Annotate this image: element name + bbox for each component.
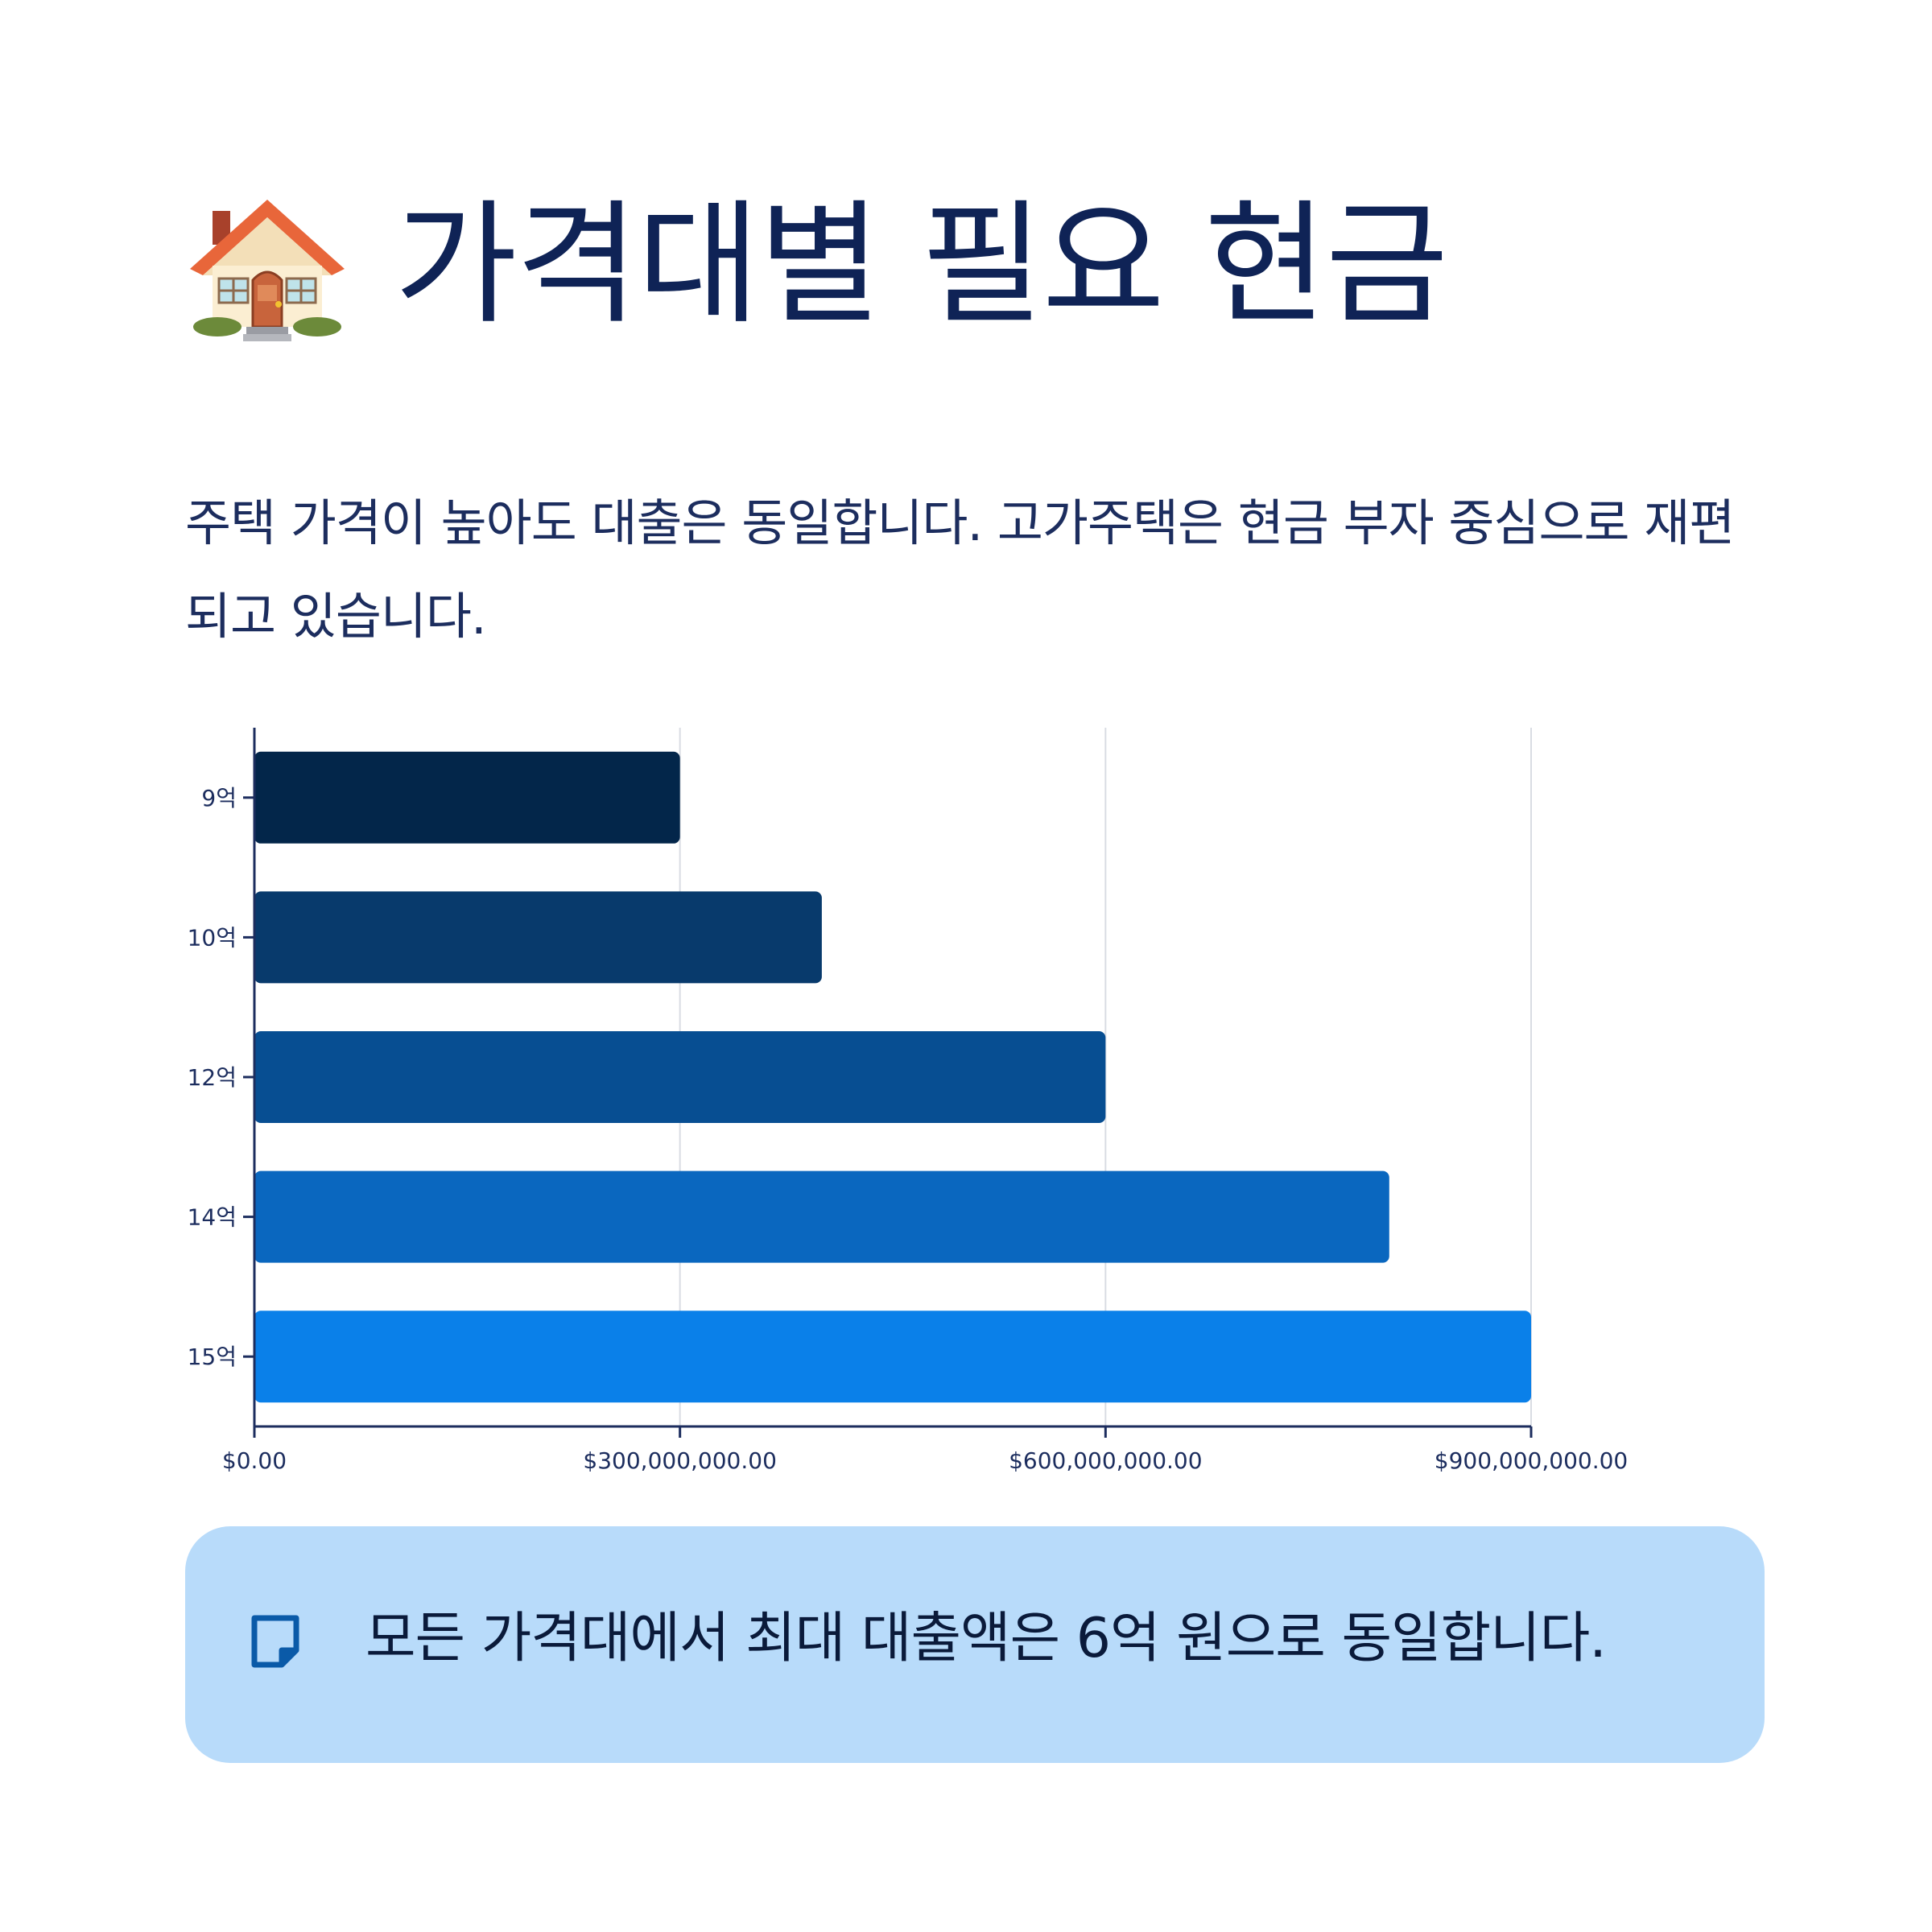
bar-2 (254, 1031, 1106, 1123)
x-tick-label-0: $0.00 (222, 1447, 287, 1474)
subtitle: 주택 가격이 높아도 대출은 동일합니다. 고가주택은 현금 부자 중심으로 재… (185, 493, 1735, 646)
y-tick-label-4: 15억 (188, 1344, 237, 1370)
chart-area: 9억 10억 12억 14억 15억 $0.00 $300,000,000.00 $600,0… (188, 728, 1628, 1474)
y-tick-label-1: 10억 (188, 924, 237, 951)
page-title: 가격대별 필요 현금 (394, 188, 1448, 343)
house-icon (190, 200, 345, 341)
bar-3 (254, 1170, 1389, 1263)
x-tick-label-3: $900,000,000.00 (1435, 1447, 1628, 1474)
title-row: 가격대별 필요 현금 (187, 185, 1448, 346)
bar-chart: 9억 10억 12억 14억 15억 $0.00 $300,000,000.00 $600,0… (188, 728, 1628, 1474)
x-tick-label-2: $600,000,000.00 (1009, 1447, 1202, 1474)
x-tick-label-1: $300,000,000.00 (583, 1447, 776, 1474)
note-icon (251, 1615, 299, 1668)
y-tick-label-3: 14억 (188, 1204, 237, 1231)
bar-4 (254, 1311, 1531, 1403)
bar-1 (254, 891, 822, 984)
y-tick-label-2: 12억 (188, 1064, 237, 1091)
y-tick-label-0: 9억 (201, 785, 237, 811)
callout-text: 모든 가격대에서 최대 대출액은 6억 원으로 동일합니다. (365, 1607, 1607, 1670)
bar-0 (254, 751, 680, 844)
callout-box: 모든 가격대에서 최대 대출액은 6억 원으로 동일합니다. (185, 1526, 1765, 1763)
